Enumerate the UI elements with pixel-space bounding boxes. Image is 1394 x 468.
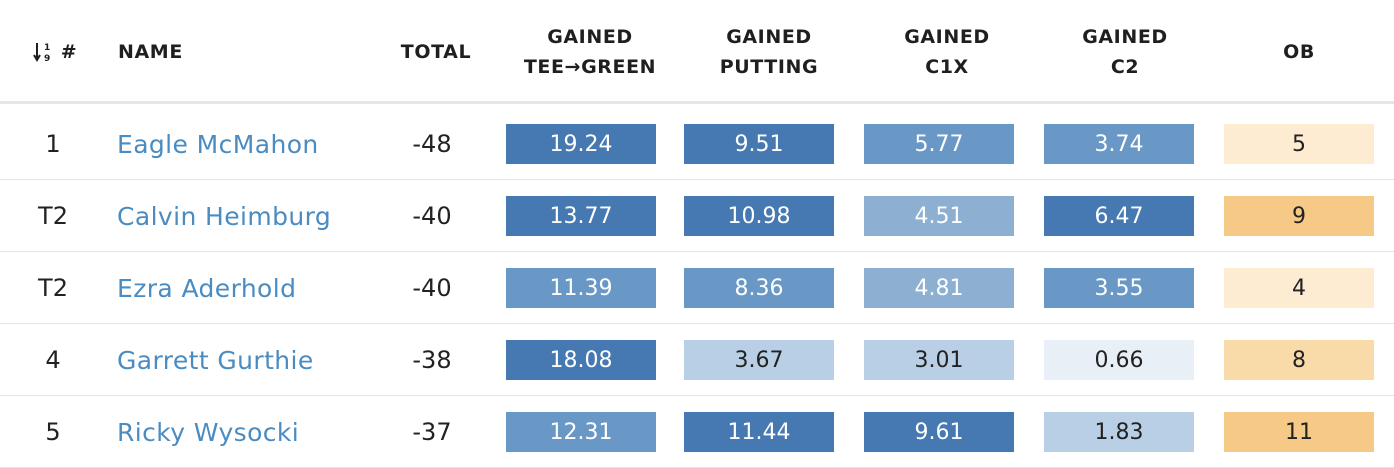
gained-value-chip: 4.81 <box>864 268 1014 308</box>
rank-cell: T2 <box>38 202 68 230</box>
ob-value-chip: 9 <box>1224 196 1374 236</box>
rank-cell: 4 <box>45 346 61 374</box>
sort-numeric-ascending-icon[interactable]: 1 9 <box>32 40 55 64</box>
gained-value-chip: 3.74 <box>1044 124 1194 164</box>
total-cell: -37 <box>412 418 452 446</box>
gained-value-chip: 9.51 <box>684 124 834 164</box>
gained-value-chip: 13.77 <box>506 196 656 236</box>
ob-value-chip: 8 <box>1224 340 1374 380</box>
ob-value-chip: 11 <box>1224 412 1374 452</box>
gained-value-chip: 11.39 <box>506 268 656 308</box>
svg-text:1: 1 <box>44 43 51 53</box>
gained-value-chip: 19.24 <box>506 124 656 164</box>
column-header-gained-c2[interactable]: GAINED C2 <box>1036 0 1214 104</box>
ob-value-chip: 4 <box>1224 268 1374 308</box>
ob-value-chip: 5 <box>1224 124 1374 164</box>
gained-value-chip: 3.55 <box>1044 268 1194 308</box>
column-header-gained-putting[interactable]: GAINED PUTTING <box>680 0 858 104</box>
column-header-gained-c1x[interactable]: GAINED C1X <box>858 0 1036 104</box>
gained-value-chip: 3.01 <box>864 340 1014 380</box>
table-header: 1 9 # NAME TOTAL GAINED TEE→GREEN GAINED… <box>0 0 1394 104</box>
player-name-link[interactable]: Eagle McMahon <box>117 129 319 159</box>
player-name-link[interactable]: Ezra Aderhold <box>117 273 297 303</box>
rank-cell: T2 <box>38 274 68 302</box>
column-label-rank: # <box>60 41 78 63</box>
total-cell: -40 <box>412 202 452 230</box>
table-row: T2 Calvin Heimburg -40 13.77 10.98 4.51 6.47 9 <box>0 180 1394 252</box>
gained-value-chip: 11.44 <box>684 412 834 452</box>
gained-value-chip: 18.08 <box>506 340 656 380</box>
column-label-line1: GAINED <box>726 26 812 48</box>
column-header-gained-tee-green[interactable]: GAINED TEE→GREEN <box>500 0 680 104</box>
rank-cell: 5 <box>45 418 61 446</box>
rank-cell: 1 <box>45 130 61 158</box>
gained-value-chip: 3.67 <box>684 340 834 380</box>
gained-value-chip: 0.66 <box>1044 340 1194 380</box>
column-label-line1: GAINED <box>904 26 990 48</box>
player-name-link[interactable]: Ricky Wysocki <box>117 417 300 447</box>
column-label-line1: GAINED <box>547 26 633 48</box>
player-name-cell: Garrett Gurthie <box>117 324 387 396</box>
player-name-link[interactable]: Garrett Gurthie <box>117 345 314 375</box>
column-label-name: NAME <box>118 41 183 63</box>
column-label-ob: OB <box>1283 41 1315 63</box>
table-row: 1 Eagle McMahon -48 19.24 9.51 5.77 3.74 5 <box>0 108 1394 180</box>
column-header-name[interactable]: NAME <box>118 0 318 104</box>
table-row: T2 Ezra Aderhold -40 11.39 8.36 4.81 3.55 4 <box>0 252 1394 324</box>
player-name-cell: Ezra Aderhold <box>117 252 387 324</box>
gained-value-chip: 8.36 <box>684 268 834 308</box>
column-label-line1: GAINED <box>1082 26 1168 48</box>
gained-value-chip: 10.98 <box>684 196 834 236</box>
column-label-line2: TEE→GREEN <box>523 56 657 78</box>
gained-value-chip: 4.51 <box>864 196 1014 236</box>
table-row: 4 Garrett Gurthie -38 18.08 3.67 3.01 0.66 8 <box>0 324 1394 396</box>
gained-value-chip: 9.61 <box>864 412 1014 452</box>
gained-value-chip: 12.31 <box>506 412 656 452</box>
column-header-rank[interactable]: 1 9 # <box>30 0 80 104</box>
gained-value-chip: 1.83 <box>1044 412 1194 452</box>
player-name-cell: Eagle McMahon <box>117 108 387 180</box>
column-header-total[interactable]: TOTAL <box>386 0 486 104</box>
player-name-cell: Calvin Heimburg <box>117 180 387 252</box>
column-label-line2: PUTTING <box>719 56 819 78</box>
player-name-link[interactable]: Calvin Heimburg <box>117 201 332 231</box>
gained-value-chip: 5.77 <box>864 124 1014 164</box>
svg-text:9: 9 <box>44 54 51 64</box>
column-header-ob[interactable]: OB <box>1214 0 1384 104</box>
table-row: 5 Ricky Wysocki -37 12.31 11.44 9.61 1.83 11 <box>0 396 1394 468</box>
column-label-total: TOTAL <box>400 41 472 63</box>
column-label-line2: C1X <box>925 56 969 78</box>
gained-value-chip: 6.47 <box>1044 196 1194 236</box>
column-label-line2: C2 <box>1110 56 1140 78</box>
total-cell: -38 <box>412 346 452 374</box>
total-cell: -40 <box>412 274 452 302</box>
total-cell: -48 <box>412 130 452 158</box>
player-name-cell: Ricky Wysocki <box>117 396 387 468</box>
